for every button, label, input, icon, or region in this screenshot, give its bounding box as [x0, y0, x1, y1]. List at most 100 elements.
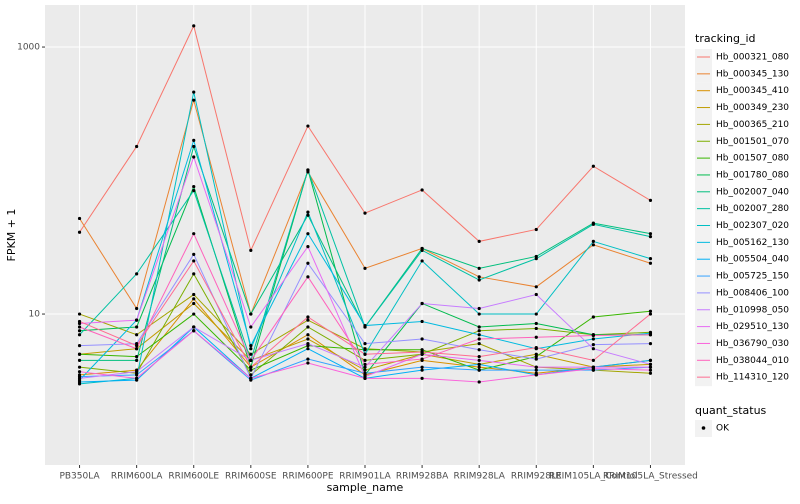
legend-label: Hb_001507_080	[716, 154, 789, 164]
point	[249, 325, 253, 329]
point	[135, 272, 139, 276]
legend-label: Hb_005162_130	[716, 238, 789, 248]
point	[648, 312, 653, 316]
point	[306, 315, 310, 319]
point	[192, 138, 196, 142]
x-tick-label: RRIM600SE	[225, 472, 277, 482]
point	[192, 329, 196, 333]
point	[477, 354, 481, 359]
point	[534, 368, 538, 372]
x-tick-label: RRIM928LE	[511, 472, 562, 482]
legend-label: Hb_029510_130	[716, 322, 789, 332]
point	[591, 333, 595, 338]
point	[306, 357, 310, 361]
point	[477, 368, 481, 372]
point	[477, 337, 481, 341]
point	[77, 370, 82, 374]
point	[420, 368, 424, 372]
x-tick-label: RRIM105LA_Control	[549, 472, 638, 482]
point	[648, 368, 653, 372]
x-tick-label: PB350LA	[59, 472, 100, 482]
point	[591, 164, 595, 168]
point	[363, 376, 367, 380]
legend-label: Hb_001780_080	[716, 170, 789, 180]
point	[420, 365, 424, 369]
point	[420, 301, 424, 306]
y-axis-title: FPKM + 1	[5, 209, 18, 262]
point	[306, 124, 310, 128]
point	[77, 358, 82, 362]
point	[306, 318, 310, 322]
point	[534, 326, 538, 331]
point	[534, 357, 538, 361]
point	[534, 292, 538, 297]
point	[420, 319, 424, 324]
point	[306, 275, 310, 279]
point	[77, 325, 82, 329]
point	[135, 333, 139, 337]
point	[591, 239, 595, 244]
point	[648, 358, 653, 362]
x-tick-label: RRIM928BA	[396, 472, 449, 482]
point	[306, 342, 310, 346]
point	[192, 312, 196, 316]
point	[477, 306, 481, 311]
point	[77, 319, 82, 324]
point	[534, 346, 538, 350]
point	[477, 325, 481, 329]
point	[135, 318, 139, 322]
point	[591, 358, 595, 362]
point	[420, 248, 424, 252]
point	[420, 337, 424, 341]
legend-title: quant_status	[695, 404, 767, 417]
point	[648, 261, 653, 265]
point	[477, 239, 481, 244]
point	[192, 301, 196, 306]
point	[192, 297, 196, 301]
point	[192, 24, 196, 28]
point	[477, 365, 481, 369]
point	[363, 348, 367, 352]
point	[648, 198, 653, 202]
point	[306, 347, 310, 351]
point	[420, 376, 424, 380]
point	[135, 144, 139, 149]
point	[306, 261, 310, 265]
point	[648, 362, 653, 366]
legend-label: Hb_036790_030	[716, 339, 789, 349]
point	[306, 168, 310, 172]
point	[420, 348, 424, 352]
x-axis-title: sample_name	[327, 481, 404, 494]
point	[249, 358, 253, 362]
point	[363, 365, 367, 369]
legend-swatch	[701, 426, 706, 430]
point	[249, 365, 253, 369]
point	[192, 185, 196, 189]
point	[77, 333, 82, 337]
point	[363, 368, 367, 372]
x-tick-label: RRIM600PE	[282, 472, 334, 482]
x-tick-label: RRIM600LA	[111, 472, 163, 482]
point	[135, 373, 139, 377]
point	[249, 373, 253, 377]
point	[648, 309, 653, 313]
point	[77, 376, 82, 380]
point	[477, 348, 481, 352]
point	[534, 312, 538, 316]
point	[192, 189, 196, 193]
legend-label: Hb_038044_010	[716, 356, 789, 366]
point	[249, 248, 253, 252]
legend-label: Hb_005725_150	[716, 272, 789, 282]
point	[363, 211, 367, 215]
point	[192, 232, 196, 236]
point	[477, 312, 481, 316]
legend-label: Hb_008406_100	[716, 288, 789, 298]
point	[306, 361, 310, 365]
point	[135, 306, 139, 311]
point	[534, 285, 538, 289]
point	[648, 257, 653, 261]
point	[306, 325, 310, 329]
point	[192, 90, 196, 94]
point	[249, 376, 253, 380]
